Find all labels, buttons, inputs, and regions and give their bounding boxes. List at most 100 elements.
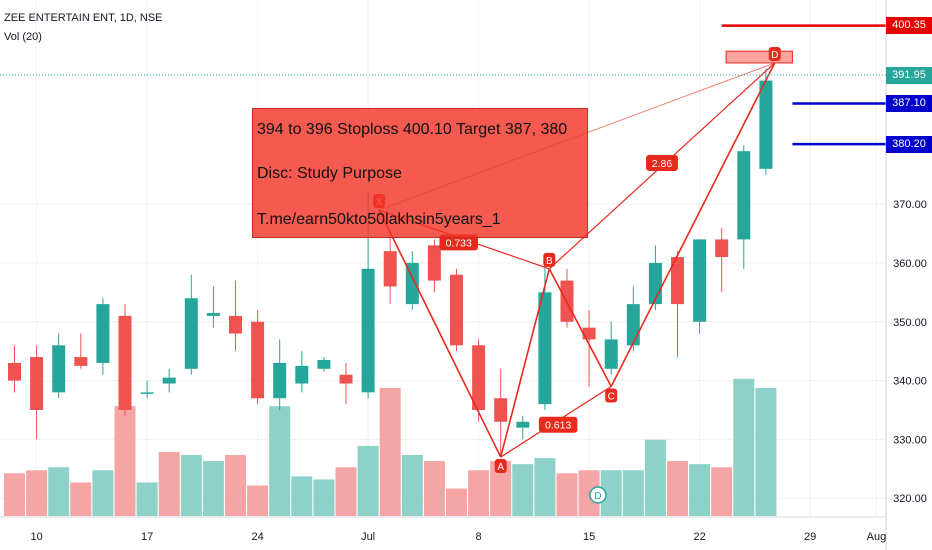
candle-body — [30, 357, 44, 410]
entry-zone-box — [725, 50, 793, 64]
volume-bar — [291, 476, 313, 516]
candle-body — [472, 345, 486, 410]
volume-bar — [357, 445, 379, 516]
price-tag-target-1: 387.10 — [886, 95, 932, 113]
candle-body — [737, 151, 751, 240]
candle — [604, 321, 618, 375]
annotation-box[interactable]: 394 to 396 Stoploss 400.10 Target 387, 3… — [252, 108, 588, 238]
candle — [693, 239, 707, 334]
y-tick-label: 330.00 — [893, 434, 927, 446]
candle-body — [184, 298, 198, 369]
pattern-point-badge — [543, 252, 556, 267]
candle — [472, 339, 486, 422]
event-marker-label: D — [594, 491, 601, 502]
candle — [671, 251, 684, 358]
candle — [737, 145, 751, 269]
volume-bar — [600, 470, 622, 516]
candle — [273, 339, 287, 410]
candle-body — [494, 398, 508, 422]
candle — [74, 333, 88, 369]
pattern-point-label: D — [771, 50, 778, 61]
candle-body — [626, 304, 640, 346]
ratio-text: 0.733 — [446, 237, 472, 249]
candle-body — [140, 392, 154, 394]
y-tick-label: 360.00 — [893, 258, 927, 270]
price-tag-target-2: 380.20 — [886, 135, 932, 153]
volume-bar — [225, 455, 246, 516]
event-marker-circle — [589, 486, 607, 504]
ratio-badge — [538, 416, 578, 433]
volume-bar — [644, 439, 666, 516]
volume-bar — [136, 482, 158, 516]
ratio-badge — [646, 154, 679, 171]
annotation-line-telegram: T.me/earn50kto50lakhsin5years_1 — [257, 211, 501, 228]
volume-bar — [446, 488, 467, 516]
ratio-label: 0.733 — [439, 234, 478, 251]
volume-bar — [423, 461, 445, 516]
x-tick-label: 8 — [476, 531, 482, 543]
volume-bar — [180, 455, 202, 516]
candle — [118, 304, 132, 416]
y-tick-label: 320.00 — [893, 493, 927, 505]
y-tick-label: 350.00 — [893, 317, 927, 329]
volume-bar — [512, 464, 534, 516]
pattern-point-badge — [768, 46, 781, 61]
candle — [162, 368, 176, 393]
candle-body — [251, 321, 265, 399]
candle — [582, 310, 596, 387]
y-tick-label: 340.00 — [893, 376, 927, 388]
volume-bar — [689, 464, 711, 516]
candle — [427, 239, 441, 293]
pattern-point-b: B — [543, 252, 556, 267]
candle — [8, 345, 21, 393]
x-tick-label: 29 — [804, 531, 816, 543]
candle-body — [317, 360, 331, 369]
candle-body — [715, 239, 729, 258]
candle — [206, 286, 220, 328]
candle — [184, 274, 198, 375]
candle-body — [295, 365, 309, 384]
x-tick-label: 17 — [141, 531, 153, 543]
candle — [140, 380, 154, 399]
volume-indicator-label: Vol (20) — [4, 31, 42, 43]
volume-bar — [158, 451, 180, 516]
candle-body — [229, 315, 242, 334]
candle — [339, 362, 353, 405]
candle — [450, 268, 463, 352]
candle-body — [118, 315, 132, 410]
candle-body — [273, 362, 287, 399]
candle — [560, 268, 574, 328]
volume-bar — [26, 470, 48, 516]
candle — [96, 298, 110, 375]
ratio-label: 2.86 — [646, 154, 679, 171]
candle-body — [206, 312, 220, 316]
candle-body — [361, 268, 375, 393]
price-tag-last: 391.95 — [886, 66, 932, 84]
candle-body — [759, 80, 773, 169]
ratio-label: 0.613 — [538, 416, 578, 433]
pattern-point-c: C — [605, 388, 618, 403]
candle — [494, 368, 508, 458]
pattern-point-a: A — [494, 459, 507, 474]
volume-bar — [401, 455, 423, 516]
volume-bar — [667, 461, 688, 516]
candle-body — [582, 327, 596, 340]
event-marker-icon: D — [589, 486, 607, 504]
candle — [759, 68, 773, 175]
pattern-leg-bc — [548, 268, 612, 387]
pattern-point-d: D — [768, 46, 781, 61]
pattern-leg-cd — [610, 62, 776, 387]
volume-bar — [92, 470, 114, 516]
volume-bar — [468, 470, 490, 516]
x-tick-label: Jul — [361, 531, 375, 543]
candle-body — [8, 362, 21, 381]
x-tick-label: Aug — [867, 531, 887, 543]
candle-body — [162, 377, 176, 384]
volume-bar — [755, 387, 777, 516]
candle — [715, 227, 729, 293]
candle-body — [383, 251, 397, 287]
volume-bar — [733, 378, 755, 516]
volume-bar — [313, 479, 335, 516]
volume-bar — [48, 467, 70, 516]
